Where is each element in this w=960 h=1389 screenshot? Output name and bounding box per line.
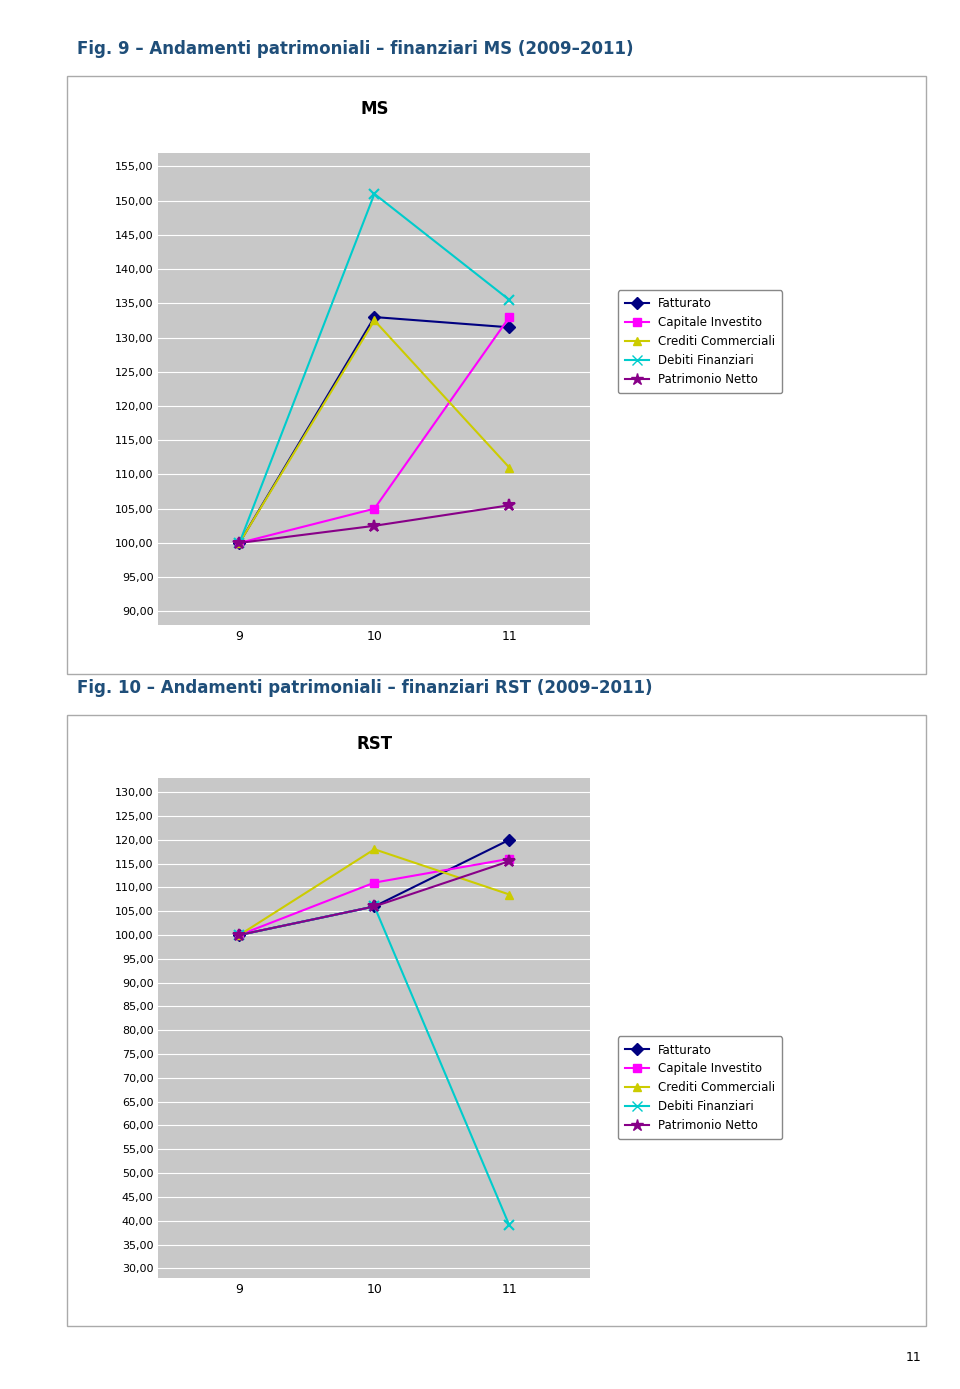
Legend: Fatturato, Capitale Investito, Crediti Commerciali, Debiti Finanziari, Patrimoni: Fatturato, Capitale Investito, Crediti C… [618,1036,782,1139]
Legend: Fatturato, Capitale Investito, Crediti Commerciali, Debiti Finanziari, Patrimoni: Fatturato, Capitale Investito, Crediti C… [618,290,782,393]
Text: RST: RST [356,735,393,753]
Text: Fig. 10 – Andamenti patrimoniali – finanziari RST (2009–2011): Fig. 10 – Andamenti patrimoniali – finan… [77,679,652,697]
Text: MS: MS [360,100,389,118]
Text: Fig. 9 – Andamenti patrimoniali – finanziari MS (2009–2011): Fig. 9 – Andamenti patrimoniali – finanz… [77,40,634,58]
Text: 11: 11 [906,1351,922,1364]
